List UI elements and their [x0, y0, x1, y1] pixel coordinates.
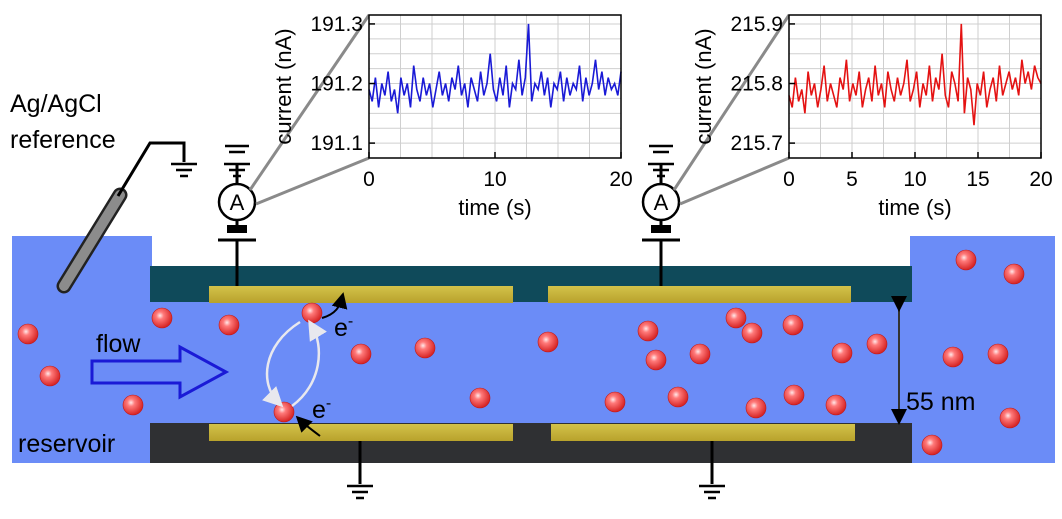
ground-symbol: [347, 484, 373, 500]
x-axis-label: time (s): [878, 195, 951, 220]
redox-molecule: [537, 331, 559, 353]
zoom-lines: [248, 14, 791, 206]
y-tick-label: 215.9: [730, 13, 783, 36]
ammeter-label: A: [654, 190, 669, 215]
redox-molecule: [987, 343, 1009, 365]
redox-molecule: [921, 434, 943, 456]
y-tick-label: 215.8: [730, 73, 783, 96]
reference-label-line2: reference: [10, 126, 116, 154]
redox-molecule: [1003, 263, 1025, 285]
ground-symbols: [171, 162, 725, 500]
current-plot-right: 215.7 215.8 215.9 0 5 10 15 20 time (s) current (…: [691, 13, 1053, 220]
electron-arrow-top: [321, 292, 348, 319]
x-tick-label: 5: [846, 168, 858, 191]
ammeter-circuit: A: [217, 144, 257, 286]
flow-arrow: [90, 344, 230, 400]
electron-label-bottom: e-: [312, 395, 331, 424]
redox-molecule: [782, 314, 804, 336]
redox-molecule: [999, 407, 1021, 429]
ammeter-circuit: A: [641, 144, 681, 286]
redox-molecule: [469, 387, 491, 409]
current-trace: [368, 23, 622, 114]
ground-symbol: [648, 162, 674, 178]
redox-molecule: [783, 384, 805, 406]
redox-molecule: [301, 302, 323, 324]
cycle-arrow-down: [262, 320, 301, 408]
y-axis-label: current (nA): [691, 28, 716, 144]
x-axis-label: time (s): [458, 195, 531, 220]
redox-molecule: [637, 320, 659, 342]
ammeter-label: A: [230, 190, 245, 215]
y-tick-label: 191.2: [310, 73, 363, 96]
redox-molecule: [604, 391, 626, 413]
redox-molecule: [955, 249, 977, 271]
x-tick-label: 0: [783, 168, 795, 191]
ground-symbol: [224, 162, 250, 178]
redox-molecule: [122, 394, 144, 416]
bottom-electrode-right: [551, 424, 855, 441]
redox-molecule: [39, 365, 61, 387]
reference-label-line1: Ag/AgCl: [10, 90, 102, 118]
left-reservoir: [12, 236, 152, 463]
current-plot-left: 191.1 191.2 191.3 0 10 20 time (s) current (nA): [271, 13, 633, 220]
redox-molecule: [745, 397, 767, 419]
x-tick-label: 20: [1029, 168, 1052, 191]
redox-molecule: [151, 307, 173, 329]
flow-label: flow: [96, 330, 141, 358]
redox-molecule: [866, 333, 888, 355]
redox-molecule: [17, 323, 39, 345]
ground-symbol: [699, 484, 725, 500]
bottom-electrode-left: [209, 424, 513, 441]
reference-electrode: [56, 141, 186, 294]
ground-symbol: [171, 162, 197, 178]
redox-molecule: [350, 343, 372, 365]
current-trace: [788, 23, 1042, 126]
redox-molecule: [414, 337, 436, 359]
x-tick-label: 10: [483, 168, 506, 191]
redox-molecule: [831, 342, 853, 364]
current-plots: 191.1 191.2 191.3 0 10 20 time (s) current (nA)…: [271, 13, 1053, 220]
y-axis-label: current (nA): [271, 28, 296, 144]
x-tick-label: 10: [903, 168, 926, 191]
electron-label-top: e-: [334, 313, 353, 342]
redox-molecule: [825, 394, 847, 416]
y-tick-label: 215.7: [730, 132, 783, 155]
top-electrode-right: [548, 286, 851, 303]
cycle-arrow-up: [291, 319, 328, 408]
top-electrode-left: [209, 286, 513, 303]
redox-molecule: [218, 314, 240, 336]
right-reservoir: [910, 236, 1055, 463]
y-tick-label: 191.1: [310, 132, 363, 155]
redox-molecule: [273, 401, 295, 423]
x-tick-label: 15: [966, 168, 989, 191]
reservoir-label: reservoir: [18, 430, 115, 458]
y-tick-label: 191.3: [310, 13, 363, 36]
x-tick-label: 0: [363, 168, 375, 191]
redox-molecule: [942, 346, 964, 368]
gap-label: 55 nm: [906, 388, 975, 416]
electron-arrow-bottom: [295, 415, 321, 437]
x-tick-label: 20: [609, 168, 632, 191]
redox-molecule: [689, 343, 711, 365]
redox-molecule: [645, 349, 667, 371]
redox-molecule: [667, 386, 689, 408]
redox-molecule: [725, 307, 747, 329]
redox-molecule: [741, 322, 763, 344]
